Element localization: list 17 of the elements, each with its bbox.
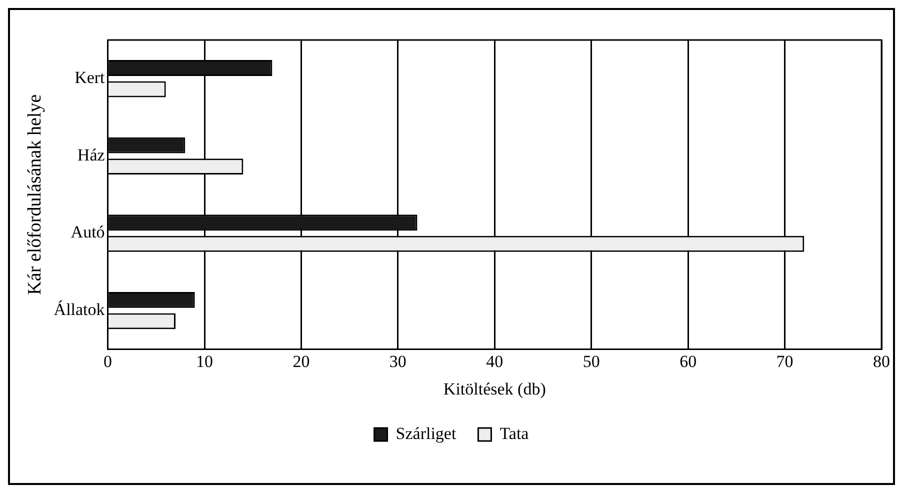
x-tick-label: 30	[389, 352, 406, 371]
x-tick-label: 80	[873, 352, 890, 371]
y-tick-label: Kert	[74, 68, 106, 88]
y-tick-label: Állatok	[54, 300, 106, 320]
x-tick-label: 10	[196, 352, 214, 371]
x-tick-label: 0	[104, 352, 112, 371]
x-tick-label: 60	[680, 352, 697, 371]
x-axis-title: Kitöltések (db)	[443, 379, 546, 398]
x-tick-label: 50	[582, 352, 600, 371]
y-axis-title: Kár előfordulásának helye	[24, 94, 46, 295]
y-tick-label: Autó	[70, 222, 105, 242]
x-tick-label: 70	[776, 352, 794, 371]
legend-label: Szárliget	[396, 424, 456, 443]
x-tick-label: 20	[292, 352, 310, 371]
x-tick-label: 40	[486, 352, 504, 371]
legend-label: Tata	[500, 424, 530, 443]
y-tick-label: Ház	[77, 145, 106, 164]
